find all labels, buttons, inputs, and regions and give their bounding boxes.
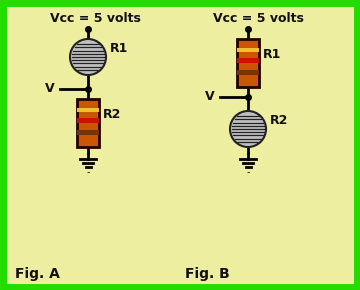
Bar xyxy=(77,99,99,147)
Bar xyxy=(237,39,259,87)
Text: Fig. A: Fig. A xyxy=(15,267,60,281)
Text: R2: R2 xyxy=(270,115,288,128)
Text: Vcc = 5 volts: Vcc = 5 volts xyxy=(50,12,140,25)
Circle shape xyxy=(70,39,106,75)
Bar xyxy=(77,130,99,135)
Bar xyxy=(237,58,259,63)
Text: Fig. B: Fig. B xyxy=(185,267,230,281)
Text: V: V xyxy=(45,82,55,95)
Text: Vcc = 5 volts: Vcc = 5 volts xyxy=(212,12,303,25)
Bar xyxy=(237,70,259,75)
Text: V: V xyxy=(205,90,215,104)
Bar xyxy=(77,118,99,123)
Text: -: - xyxy=(246,167,250,177)
Bar xyxy=(77,108,99,112)
Bar xyxy=(237,48,259,52)
Circle shape xyxy=(230,111,266,147)
Text: -: - xyxy=(86,167,90,177)
Text: R1: R1 xyxy=(263,48,282,61)
Text: R1: R1 xyxy=(110,43,129,55)
Text: R2: R2 xyxy=(103,108,121,122)
